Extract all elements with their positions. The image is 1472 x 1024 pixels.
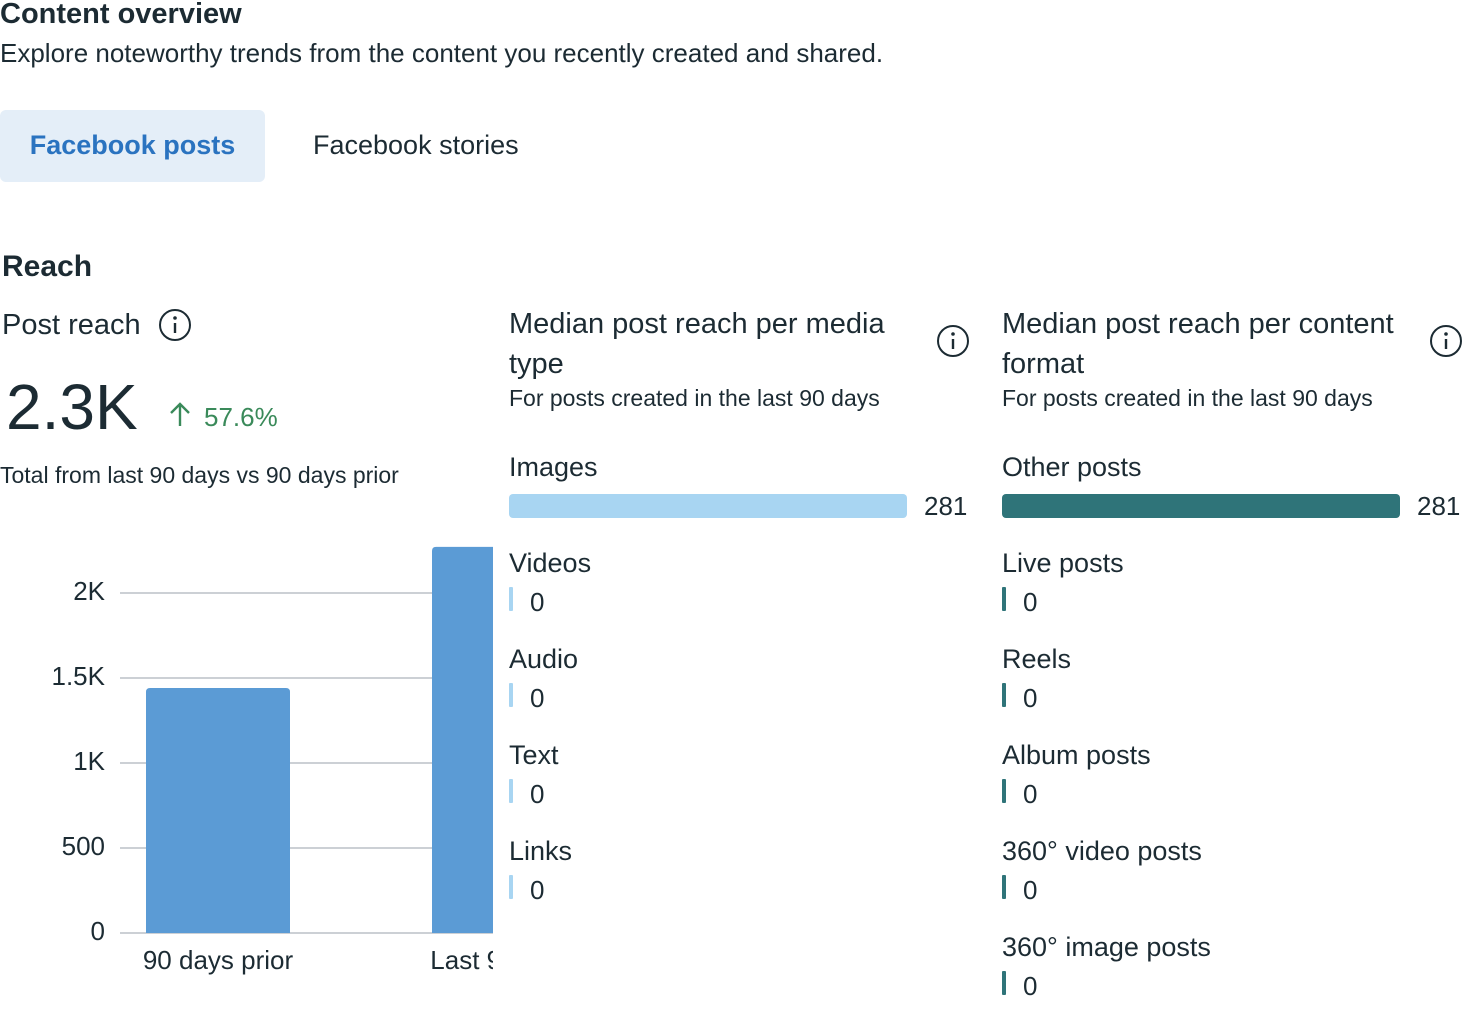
info-icon[interactable] — [158, 308, 192, 342]
bar — [1002, 494, 1400, 518]
bar-chart: 0 500 1K 1.5K 2K 90 days prior Last 90 days — [52, 546, 493, 975]
value-label: 0 — [1023, 587, 1038, 617]
category-label: Videos — [509, 548, 592, 578]
category-label: Text — [509, 740, 559, 770]
category-label: Live posts — [1002, 548, 1124, 578]
info-icon[interactable] — [1429, 324, 1463, 358]
bar — [509, 683, 513, 707]
tab-label[interactable]: Facebook stories — [313, 130, 519, 160]
category-label: 360° video posts — [1002, 836, 1202, 866]
value-label: 0 — [530, 779, 545, 809]
value-label: 281 — [924, 491, 968, 521]
bar — [509, 779, 513, 803]
chart-title: Median post reach per media type — [509, 308, 885, 380]
value-label: 0 — [1023, 779, 1038, 809]
bar — [509, 494, 907, 518]
bar — [509, 587, 513, 611]
metric-note: Total from last 90 days vs 90 days prior — [0, 462, 399, 488]
bar — [1002, 971, 1006, 995]
category-label: Album posts — [1002, 740, 1151, 770]
metric-label: Post reach — [2, 309, 141, 341]
value-label: 0 — [530, 875, 545, 905]
metric-change: 57.6% — [204, 402, 278, 432]
y-tick-label: 1K — [73, 746, 105, 776]
value-label: 281 — [1417, 491, 1461, 521]
bar — [1002, 779, 1006, 803]
tab-label[interactable]: Facebook posts — [29, 130, 236, 160]
page-title: Content overview — [0, 0, 242, 30]
value-label: 0 — [530, 683, 545, 713]
bar — [1002, 587, 1006, 611]
x-tick-label: 90 days prior — [143, 945, 294, 975]
page-subtitle: Explore noteworthy trends from the conte… — [0, 38, 884, 68]
x-tick-label: Last 90 days — [430, 945, 493, 975]
category-label: Images — [509, 452, 598, 482]
category-label: Other posts — [1002, 452, 1142, 482]
value-label: 0 — [530, 587, 545, 617]
category-label: Audio — [509, 644, 579, 674]
y-tick-label: 0 — [91, 916, 105, 946]
value-label: 0 — [1023, 683, 1038, 713]
up-arrow — [170, 402, 190, 426]
bar — [432, 546, 493, 933]
bar — [509, 875, 513, 899]
bar — [1002, 875, 1006, 899]
category-label: Reels — [1002, 644, 1072, 674]
tab-active[interactable] — [0, 110, 265, 182]
chart-subtitle: For posts created in the last 90 days — [1002, 385, 1373, 411]
value-label: 0 — [1023, 971, 1038, 1001]
y-tick-label: 2K — [73, 576, 105, 606]
section-title: Reach — [2, 250, 93, 283]
chart-subtitle: For posts created in the last 90 days — [509, 385, 880, 411]
category-label: 360° image posts — [1002, 932, 1211, 962]
category-label: Links — [509, 836, 573, 866]
bar — [1002, 683, 1006, 707]
y-tick-label: 500 — [62, 831, 105, 861]
metric-value: 2.3K — [6, 371, 138, 443]
y-tick-label: 1.5K — [52, 661, 106, 691]
chart-title: Median post reach per content format — [1002, 308, 1394, 380]
bar — [146, 688, 290, 933]
value-label: 0 — [1023, 875, 1038, 905]
info-icon[interactable] — [936, 324, 970, 358]
